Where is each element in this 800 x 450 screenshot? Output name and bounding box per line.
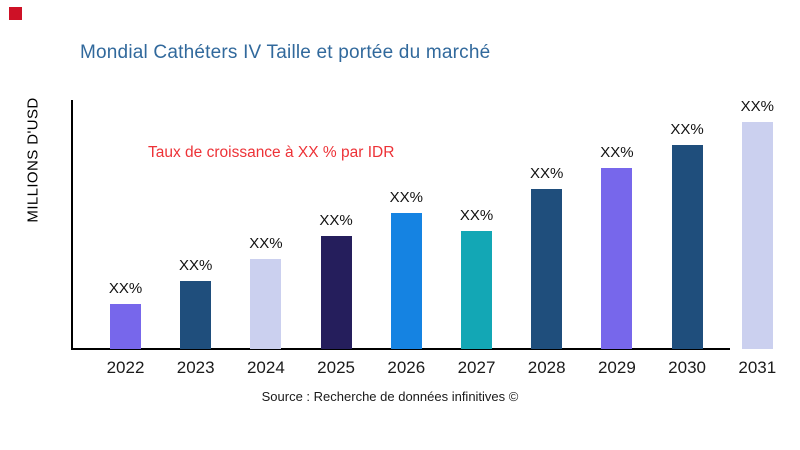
x-tick-label-2022: 2022 [106, 358, 145, 377]
bar-2031 [741, 122, 773, 349]
y-axis-line [71, 100, 73, 350]
x-tick-label-2025: 2025 [317, 358, 355, 377]
bar-2022 [110, 304, 141, 349]
source-note: Source : Recherche de données infinitive… [261, 389, 519, 404]
bar-value-label-2026: XX% [389, 189, 423, 206]
x-tick-label-2029: 2029 [597, 358, 636, 377]
x-tick-label-2027: 2027 [457, 358, 496, 377]
bar-2027 [461, 231, 492, 349]
growth-rate-annotation: Taux de croissance à XX % par IDR [148, 144, 395, 161]
x-tick-label-2030: 2030 [668, 358, 706, 377]
x-axis-line [71, 348, 730, 350]
bar-2028 [531, 189, 563, 349]
bar-value-label-2025: XX% [319, 212, 353, 229]
bar-2030 [671, 145, 703, 349]
bar-2025 [320, 236, 352, 349]
x-tick-label-2031: 2031 [738, 358, 777, 377]
x-tick-label-2028: 2028 [527, 358, 566, 377]
x-tick-label-2024: 2024 [246, 358, 285, 377]
bar-2029 [601, 168, 633, 349]
x-tick-label-2023: 2023 [176, 358, 215, 377]
bar-value-label-2030: XX% [670, 121, 704, 138]
brand-mark-square [9, 7, 22, 20]
chart-title: Mondial Cathéters IV Taille et portée du… [80, 42, 491, 63]
plot-area: XX% 2022 XX% 2023 XX% 2024 XX% 2025 XX% 2026 XX% 20… [71, 98, 790, 377]
bar-value-label-2029: XX% [600, 144, 634, 161]
bar-value-label-2028: XX% [530, 165, 564, 182]
bar-2026 [390, 213, 422, 349]
y-axis-label: MILLIONS D'USD [24, 97, 42, 223]
bar-value-label-2027: XX% [459, 207, 494, 224]
x-tick-label-2026: 2026 [387, 358, 426, 377]
bar-2023 [180, 281, 212, 349]
bar-value-label-2023: XX% [179, 257, 213, 274]
bar-value-label-2022: XX% [108, 280, 143, 297]
bar-value-label-2031: XX% [740, 98, 774, 115]
bar-value-label-2024: XX% [249, 235, 283, 252]
bar-2024 [250, 259, 282, 349]
